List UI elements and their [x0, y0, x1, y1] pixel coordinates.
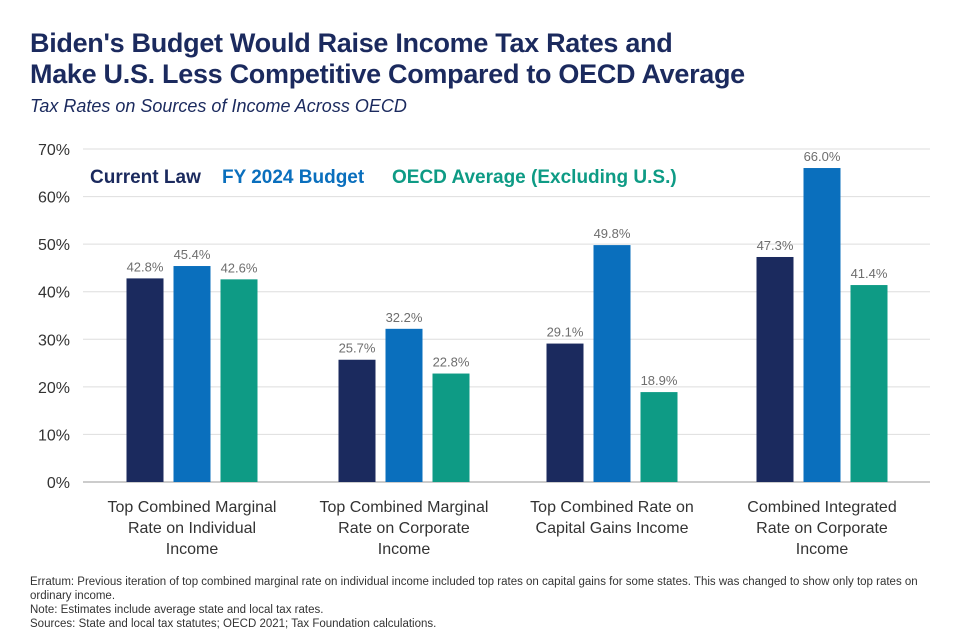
sources-note: Sources: State and local tax statutes; O… — [30, 618, 437, 630]
bar-oecd-average-excluding-u-s — [432, 373, 470, 482]
data-label: 47.3% — [757, 238, 794, 253]
y-tick-label: 60% — [38, 190, 70, 207]
title-line-2: Make U.S. Less Competitive Compared to O… — [30, 59, 745, 89]
data-label: 22.8% — [433, 355, 470, 370]
x-tick-label: Income — [378, 541, 431, 558]
bar-fy-2024-budget — [385, 328, 423, 482]
data-label: 42.6% — [221, 260, 258, 275]
data-label: 18.9% — [641, 373, 678, 388]
x-tick-label: Top Combined Marginal — [320, 499, 489, 516]
x-tick-label: Income — [796, 541, 849, 558]
data-label: 66.0% — [804, 149, 841, 164]
legend-entry: FY 2024 Budget — [222, 167, 365, 188]
data-label: 45.4% — [174, 247, 211, 262]
data-label: 49.8% — [594, 226, 631, 241]
legend-entry: OECD Average (Excluding U.S.) — [392, 167, 677, 188]
bar-oecd-average-excluding-u-s — [850, 285, 888, 482]
x-tick-label: Rate on Individual — [128, 520, 256, 537]
title-line-1: Biden's Budget Would Raise Income Tax Ra… — [30, 28, 673, 58]
bar-current-law — [756, 256, 794, 482]
x-tick-label: Combined Integrated — [747, 499, 896, 516]
bar-fy-2024-budget — [593, 245, 631, 482]
bar-fy-2024-budget — [173, 266, 211, 482]
bar-fy-2024-budget — [803, 168, 841, 482]
erratum-note: Erratum: Previous iteration of top combi… — [30, 576, 918, 602]
data-label: 29.1% — [547, 325, 584, 340]
x-tick-label: Top Combined Rate on — [530, 499, 694, 516]
x-tick-label: Income — [166, 541, 219, 558]
data-label: 25.7% — [339, 341, 376, 356]
bar-current-law — [546, 343, 584, 482]
x-tick-label: Rate on Corporate — [756, 520, 888, 537]
bar-chart: 0% 10% 20% 30% 40% 50% 60% 70% 42.8% 45.4% 42.6% To… — [38, 142, 930, 558]
bar-oecd-average-excluding-u-s — [220, 279, 258, 482]
bar-current-law — [126, 278, 164, 482]
y-tick-label: 50% — [38, 237, 70, 254]
y-tick-label: 40% — [38, 285, 70, 302]
x-tick-label: Rate on Corporate — [338, 520, 470, 537]
y-tick-label: 10% — [38, 427, 70, 444]
y-tick-label: 30% — [38, 332, 70, 349]
legend-entry: Current Law — [90, 167, 201, 188]
data-label: 41.4% — [851, 266, 888, 281]
x-tick-label: Capital Gains Income — [536, 520, 689, 537]
x-tick-label: Top Combined Marginal — [108, 499, 277, 516]
footnotes: Erratum: Previous iteration of top combi… — [30, 575, 935, 631]
data-label: 32.2% — [386, 310, 423, 325]
y-tick-label: 0% — [47, 475, 70, 492]
bar-current-law — [338, 359, 376, 482]
y-tick-label: 70% — [38, 142, 70, 159]
data-label: 42.8% — [127, 259, 164, 274]
bar-oecd-average-excluding-u-s — [640, 392, 678, 482]
estimate-note: Note: Estimates include average state an… — [30, 604, 324, 616]
y-tick-label: 20% — [38, 380, 70, 397]
chart-title: Biden's Budget Would Raise Income Tax Ra… — [30, 28, 930, 90]
chart-subtitle: Tax Rates on Sources of Income Across OE… — [30, 96, 407, 116]
